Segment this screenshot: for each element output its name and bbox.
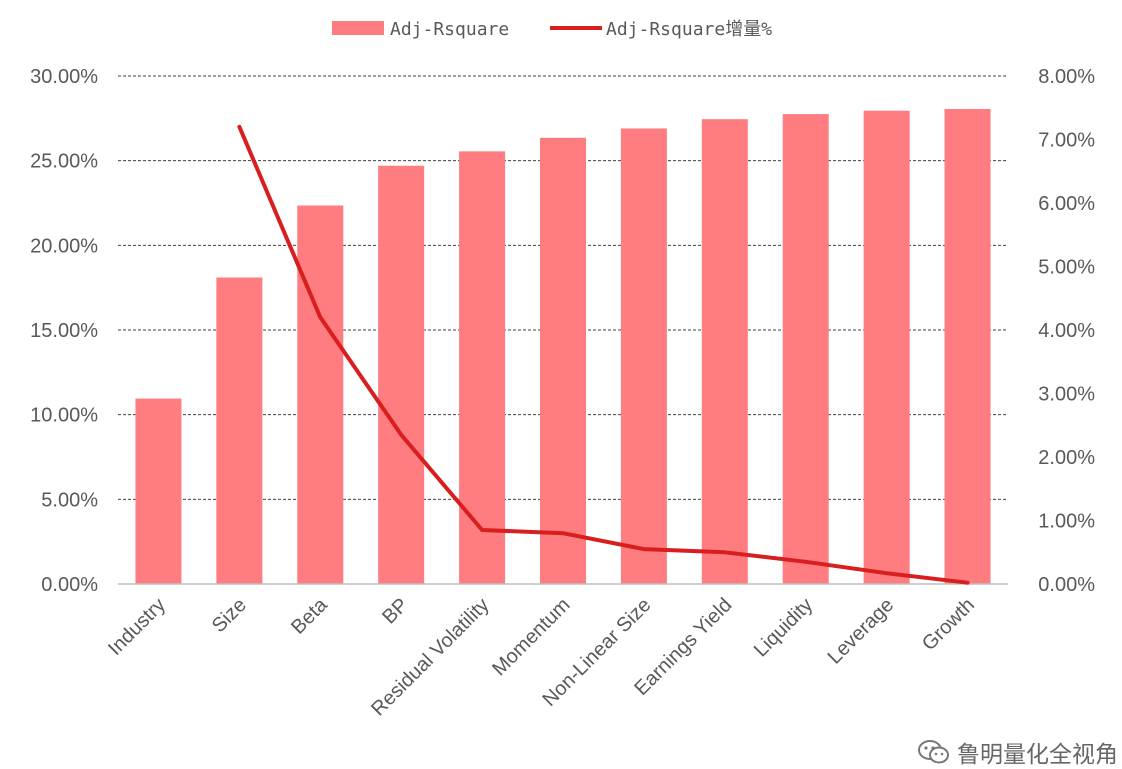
y-left-tick-label: 5.00% bbox=[41, 489, 98, 511]
y-right-tick-label: 3.00% bbox=[1038, 384, 1095, 406]
bar bbox=[459, 151, 506, 584]
y-right-tick-label: 7.00% bbox=[1038, 130, 1095, 152]
y-right-tick-label: 0.00% bbox=[1038, 574, 1095, 596]
legend-bar-label: Adj-Rsquare bbox=[390, 19, 509, 40]
y-left-tick-label: 10.00% bbox=[30, 405, 98, 427]
y-left-tick-label: 15.00% bbox=[30, 320, 98, 342]
y-left-tick-label: 25.00% bbox=[30, 151, 98, 173]
bar bbox=[297, 205, 344, 585]
x-category-label: Leverage bbox=[824, 594, 899, 669]
y-left-tick-label: 0.00% bbox=[41, 574, 98, 596]
bar bbox=[378, 165, 425, 584]
x-category-label: Growth bbox=[918, 594, 979, 655]
x-category-label: Size bbox=[208, 594, 251, 637]
x-category-label: Liquidity bbox=[750, 594, 817, 661]
y-right-tick-label: 6.00% bbox=[1038, 193, 1095, 215]
watermark: 鲁明量化全视角 bbox=[917, 735, 1118, 769]
legend-line-label: Adj-Rsquare增量% bbox=[606, 19, 772, 40]
y-right-tick-label: 1.00% bbox=[1038, 511, 1095, 533]
y-left-tick-label: 30.00% bbox=[30, 66, 98, 88]
x-category-label: Momentum bbox=[488, 594, 574, 680]
legend-bar-swatch bbox=[332, 21, 384, 35]
bar bbox=[944, 109, 991, 585]
x-category-label: Beta bbox=[287, 593, 332, 638]
bar bbox=[863, 110, 910, 585]
bar bbox=[135, 398, 182, 584]
bar bbox=[782, 114, 829, 584]
watermark-text: 鲁明量化全视角 bbox=[957, 742, 1118, 768]
bar bbox=[216, 277, 263, 584]
x-category-label: Industry bbox=[104, 594, 170, 660]
increment-line bbox=[237, 124, 970, 585]
x-category-label: BP bbox=[378, 594, 412, 628]
y-right-tick-label: 5.00% bbox=[1038, 257, 1095, 279]
bar bbox=[620, 128, 667, 584]
legend: Adj-Rsquare Adj-Rsquare增量% bbox=[332, 19, 772, 40]
y-right-tick-label: 4.00% bbox=[1038, 320, 1095, 342]
y-left-tick-label: 20.00% bbox=[30, 235, 98, 257]
bar bbox=[540, 137, 586, 584]
wechat-icon bbox=[918, 740, 949, 764]
y-right-tick-label: 8.00% bbox=[1038, 66, 1095, 88]
y-right-tick-label: 2.00% bbox=[1038, 447, 1095, 469]
bar bbox=[701, 119, 748, 585]
